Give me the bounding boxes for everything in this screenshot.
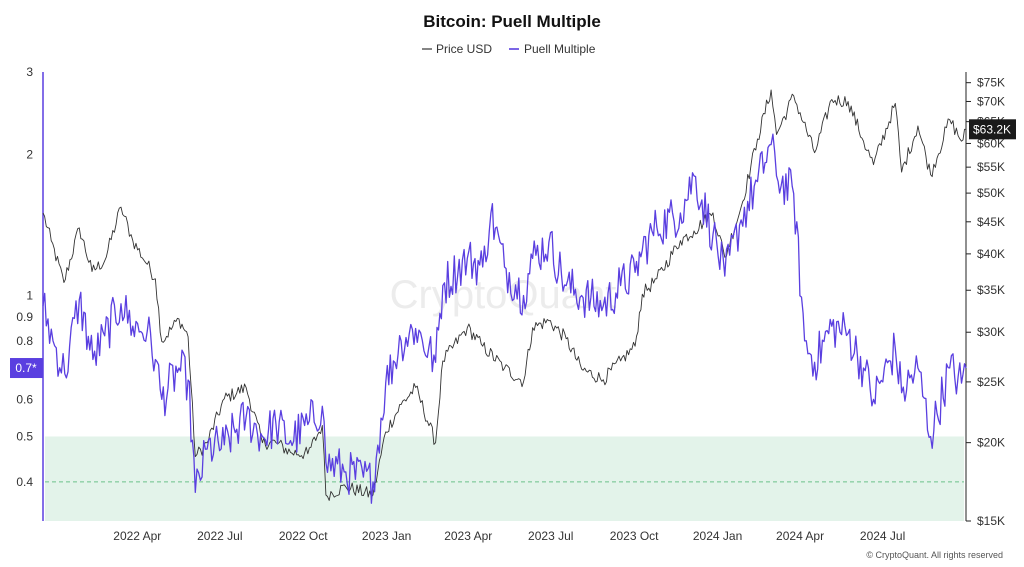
y-right-tick-label: $30K xyxy=(977,325,1005,339)
x-tick-label: 2023 Jan xyxy=(362,529,411,543)
y-left-tick-label: 0.4 xyxy=(16,475,33,489)
y-left-tick-label: 0.5 xyxy=(16,429,33,443)
x-tick-label: 2023 Oct xyxy=(610,529,659,543)
price-current-value: $63.2K xyxy=(973,122,1011,136)
x-ticks: 2022 Apr 2022 Jul 2022 Oct 2023 Jan 2023 Apr… xyxy=(113,529,905,543)
puell-current-badge xyxy=(10,358,43,379)
price-current-badge xyxy=(969,119,1016,140)
x-tick-label: 2024 Jul xyxy=(860,529,905,543)
chart-title: Bitcoin: Puell Multiple xyxy=(423,12,601,31)
y-right-ticks: $75K$70K$65K$60K$55K$50K$45K$40K$35K$30K… xyxy=(966,76,1005,528)
y-right-tick-label: $70K xyxy=(977,94,1005,108)
y-right-tick-label: $20K xyxy=(977,436,1005,450)
y-right-tick-label: $55K xyxy=(977,160,1005,174)
x-tick-label: 2024 Apr xyxy=(776,529,824,543)
x-tick-label: 2022 Apr xyxy=(113,529,161,543)
x-tick-label: 2024 Jan xyxy=(693,529,742,543)
y-right-tick-label: $60K xyxy=(977,136,1005,150)
x-tick-label: 2022 Oct xyxy=(279,529,328,543)
y-left-tick-label: 0.8 xyxy=(16,334,33,348)
threshold-zone xyxy=(45,436,964,521)
series-puell-multiple-line xyxy=(42,133,967,504)
y-right-tick-label: $45K xyxy=(977,215,1005,229)
y-right-tick-label: $15K xyxy=(977,514,1005,528)
y-left-tick-label: 0.6 xyxy=(16,392,33,406)
y-right-tick-label: $35K xyxy=(977,283,1005,297)
y-right-tick-label: $25K xyxy=(977,375,1005,389)
legend-label-price-usd[interactable]: Price USD xyxy=(436,42,492,56)
puell-current-value: 0.7* xyxy=(15,361,37,375)
y-right-tick-label: $50K xyxy=(977,186,1005,200)
series-layer xyxy=(42,89,967,504)
watermark: CryptoQuant xyxy=(390,273,617,317)
footer-copyright: © CryptoQuant. All rights reserved xyxy=(866,550,1003,560)
x-tick-label: 2022 Jul xyxy=(197,529,242,543)
y-left-tick-label: 1 xyxy=(26,288,33,302)
legend: Price USD Puell Multiple xyxy=(422,42,596,56)
y-right-tick-label: $40K xyxy=(977,247,1005,261)
x-tick-label: 2023 Apr xyxy=(444,529,492,543)
y-right-tick-label: $75K xyxy=(977,76,1005,90)
y-left-tick-label: 0.9 xyxy=(16,310,33,324)
series-price-usd-line xyxy=(42,89,966,501)
legend-label-puell-multiple[interactable]: Puell Multiple xyxy=(524,42,596,56)
x-tick-label: 2023 Jul xyxy=(528,529,573,543)
y-left-tick-label: 3 xyxy=(26,65,33,79)
badges: 0.7* $63.2K xyxy=(10,119,1016,379)
y-left-tick-label: 2 xyxy=(26,147,33,161)
